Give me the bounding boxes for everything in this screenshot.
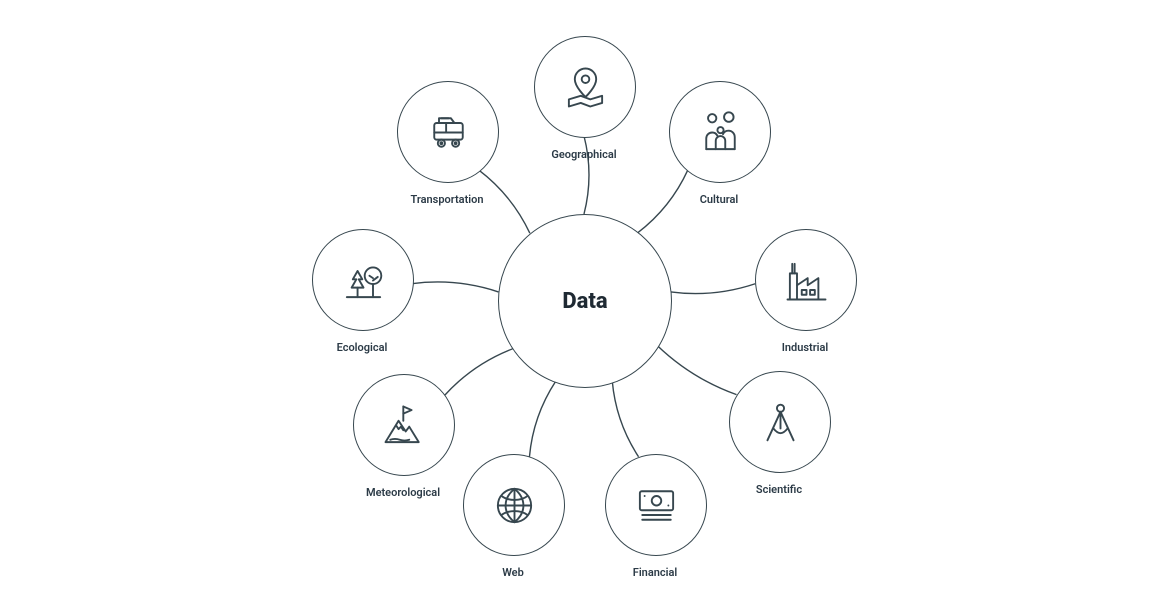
car-icon bbox=[420, 104, 477, 161]
compass-icon bbox=[752, 394, 809, 451]
edge-ecological bbox=[412, 282, 499, 292]
node-geographical bbox=[534, 36, 636, 138]
node-label-web: Web bbox=[433, 566, 593, 579]
node-label-scientific: Scientific bbox=[699, 483, 859, 496]
edge-industrial bbox=[670, 284, 756, 294]
factory-icon bbox=[778, 252, 835, 309]
money-icon bbox=[628, 477, 685, 534]
data-spoke-diagram: Data Geographical Cultural Industrial bbox=[0, 0, 1169, 601]
family-icon bbox=[692, 104, 749, 161]
node-web bbox=[463, 454, 565, 556]
node-industrial bbox=[755, 229, 857, 331]
globe-icon bbox=[486, 477, 543, 534]
node-ecological bbox=[312, 229, 414, 331]
node-label-geographical: Geographical bbox=[504, 148, 664, 161]
node-label-transportation: Transportation bbox=[367, 193, 527, 206]
node-label-industrial: Industrial bbox=[725, 341, 885, 354]
edge-financial bbox=[612, 381, 638, 457]
node-financial bbox=[605, 454, 707, 556]
trees-icon bbox=[335, 252, 392, 309]
edge-web bbox=[529, 381, 555, 457]
node-transportation bbox=[397, 81, 499, 183]
node-cultural bbox=[669, 81, 771, 183]
node-label-meteorological: Meteorological bbox=[323, 486, 483, 499]
edge-meteorological bbox=[444, 349, 513, 396]
node-label-cultural: Cultural bbox=[639, 193, 799, 206]
node-label-ecological: Ecological bbox=[282, 341, 442, 354]
map-pin-icon bbox=[557, 59, 614, 116]
mountain-icon bbox=[376, 397, 433, 454]
node-scientific bbox=[729, 371, 831, 473]
node-meteorological bbox=[353, 374, 455, 476]
hub-node: Data bbox=[498, 214, 672, 388]
hub-label: Data bbox=[562, 289, 607, 314]
node-label-financial: Financial bbox=[575, 566, 735, 579]
